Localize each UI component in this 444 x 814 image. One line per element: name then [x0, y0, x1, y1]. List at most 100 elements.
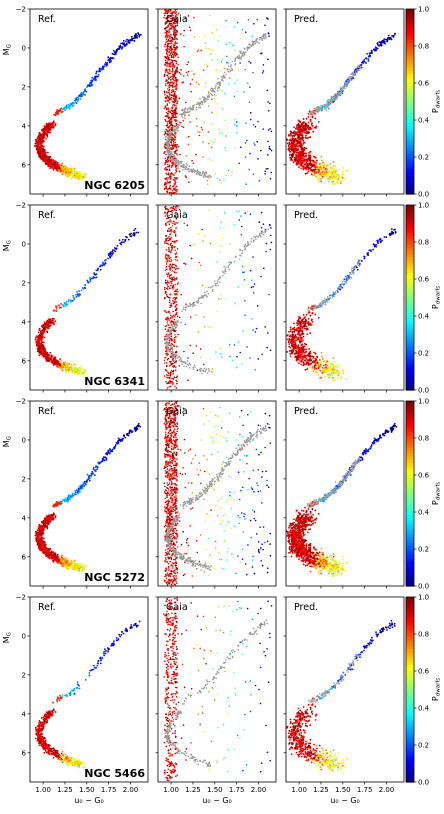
ms-point	[342, 166, 344, 169]
ms-point	[300, 123, 303, 125]
pred-grey-point	[357, 65, 359, 68]
gaia-field-point	[168, 169, 171, 172]
gaia-field-point	[257, 120, 259, 123]
gaia-field-point	[206, 65, 209, 68]
gaia-field-point	[218, 179, 221, 181]
gaia-field-point	[165, 136, 167, 138]
rgb-point	[91, 80, 94, 83]
gaia-field-point	[165, 21, 168, 24]
ms-point	[296, 162, 299, 165]
rgb-point	[109, 56, 112, 59]
gaia-field-point	[166, 96, 168, 99]
gaia-field-point	[165, 172, 167, 175]
gaia-field-point	[180, 73, 182, 75]
rgb-point	[61, 110, 64, 113]
gaia-cluster-point	[256, 38, 259, 40]
gaia-cluster-point	[183, 164, 185, 166]
gaia-cluster-point	[206, 96, 209, 98]
gaia-field-point	[164, 115, 167, 118]
gaia-field-point	[208, 157, 211, 160]
gaia-field-point	[164, 12, 167, 14]
rgb-point	[79, 97, 82, 100]
gaia-field-point	[167, 47, 169, 49]
gaia-field-point	[184, 101, 187, 104]
gaia-cluster-point	[199, 97, 201, 100]
ms-point	[47, 130, 50, 133]
rgb-point	[110, 252, 113, 255]
pred-grey-point	[340, 87, 343, 90]
ms-point	[55, 165, 58, 168]
gaia-field-point	[268, 145, 271, 148]
gaia-field-point	[267, 109, 270, 112]
gaia-field-point	[167, 11, 169, 13]
ms-point	[305, 123, 308, 126]
gaia-field-point	[170, 121, 173, 123]
gaia-field-point	[182, 34, 185, 37]
gaia-cluster-point	[229, 65, 232, 68]
ms-point	[286, 142, 289, 145]
ms-point	[290, 156, 293, 159]
gaia-field-point	[172, 134, 174, 136]
ms-point	[320, 167, 323, 169]
gaia-cluster-point	[234, 58, 236, 60]
ms-point	[71, 169, 73, 172]
colorbar-segment	[406, 138, 414, 143]
gaia-cluster-point	[170, 150, 172, 153]
gaia-field-point	[176, 99, 178, 102]
ms-point	[300, 146, 303, 149]
rgb-point	[124, 238, 127, 241]
gaia-cluster-point	[173, 131, 176, 133]
gaia-cluster-point	[223, 77, 225, 79]
gaia-field-point	[173, 151, 176, 153]
gaia-field-point	[170, 59, 173, 61]
ms-point	[321, 175, 324, 178]
ms-point	[293, 130, 296, 133]
colorbar-segment	[406, 86, 414, 90]
gaia-field-point	[207, 131, 209, 133]
gaia-cluster-point	[213, 93, 216, 96]
gaia-field-point	[174, 138, 177, 141]
gaia-field-point	[227, 62, 229, 64]
gaia-cluster-point	[169, 153, 172, 156]
gaia-field-point	[165, 97, 167, 100]
gaia-field-point	[174, 99, 176, 102]
ms-point	[294, 134, 297, 136]
gaia-field-point	[173, 85, 176, 88]
ms-point	[332, 161, 335, 163]
ms-point	[314, 168, 317, 171]
gaia-field-point	[175, 37, 177, 40]
ms-point	[329, 163, 332, 165]
gaia-field-point	[234, 123, 236, 126]
gaia-field-point	[170, 33, 172, 36]
gaia-field-point	[245, 122, 247, 124]
gaia-field-point	[165, 168, 168, 171]
ms-point	[43, 125, 46, 127]
colorbar-segment	[406, 135, 414, 140]
gaia-field-point	[174, 25, 176, 28]
rgb-point	[95, 276, 98, 279]
gaia-field-point	[221, 133, 224, 136]
gaia-field-point	[267, 58, 269, 61]
gaia-cluster-point	[221, 76, 224, 79]
gaia-cluster-point	[181, 165, 183, 168]
ms-point	[328, 180, 331, 183]
scatter-points	[34, 227, 140, 378]
gaia-field-point	[176, 20, 179, 23]
rgb-point	[133, 229, 136, 232]
gaia-cluster-point	[189, 168, 191, 171]
gaia-cluster-point	[238, 56, 240, 59]
rgb-point	[367, 55, 370, 58]
pred-grey-point	[310, 114, 313, 116]
gaia-field-point	[215, 68, 217, 71]
ms-point	[311, 116, 314, 118]
rgb-point	[123, 42, 125, 44]
gaia-field-point	[164, 132, 167, 135]
gaia-cluster-point	[239, 52, 242, 54]
gaia-field-point	[176, 45, 178, 48]
gaia-cluster-point	[181, 108, 184, 111]
rgb-point	[97, 73, 100, 76]
rgb-point	[390, 38, 393, 41]
gaia-field-point	[215, 94, 217, 97]
ms-point	[311, 124, 314, 127]
ms-point	[43, 134, 45, 137]
